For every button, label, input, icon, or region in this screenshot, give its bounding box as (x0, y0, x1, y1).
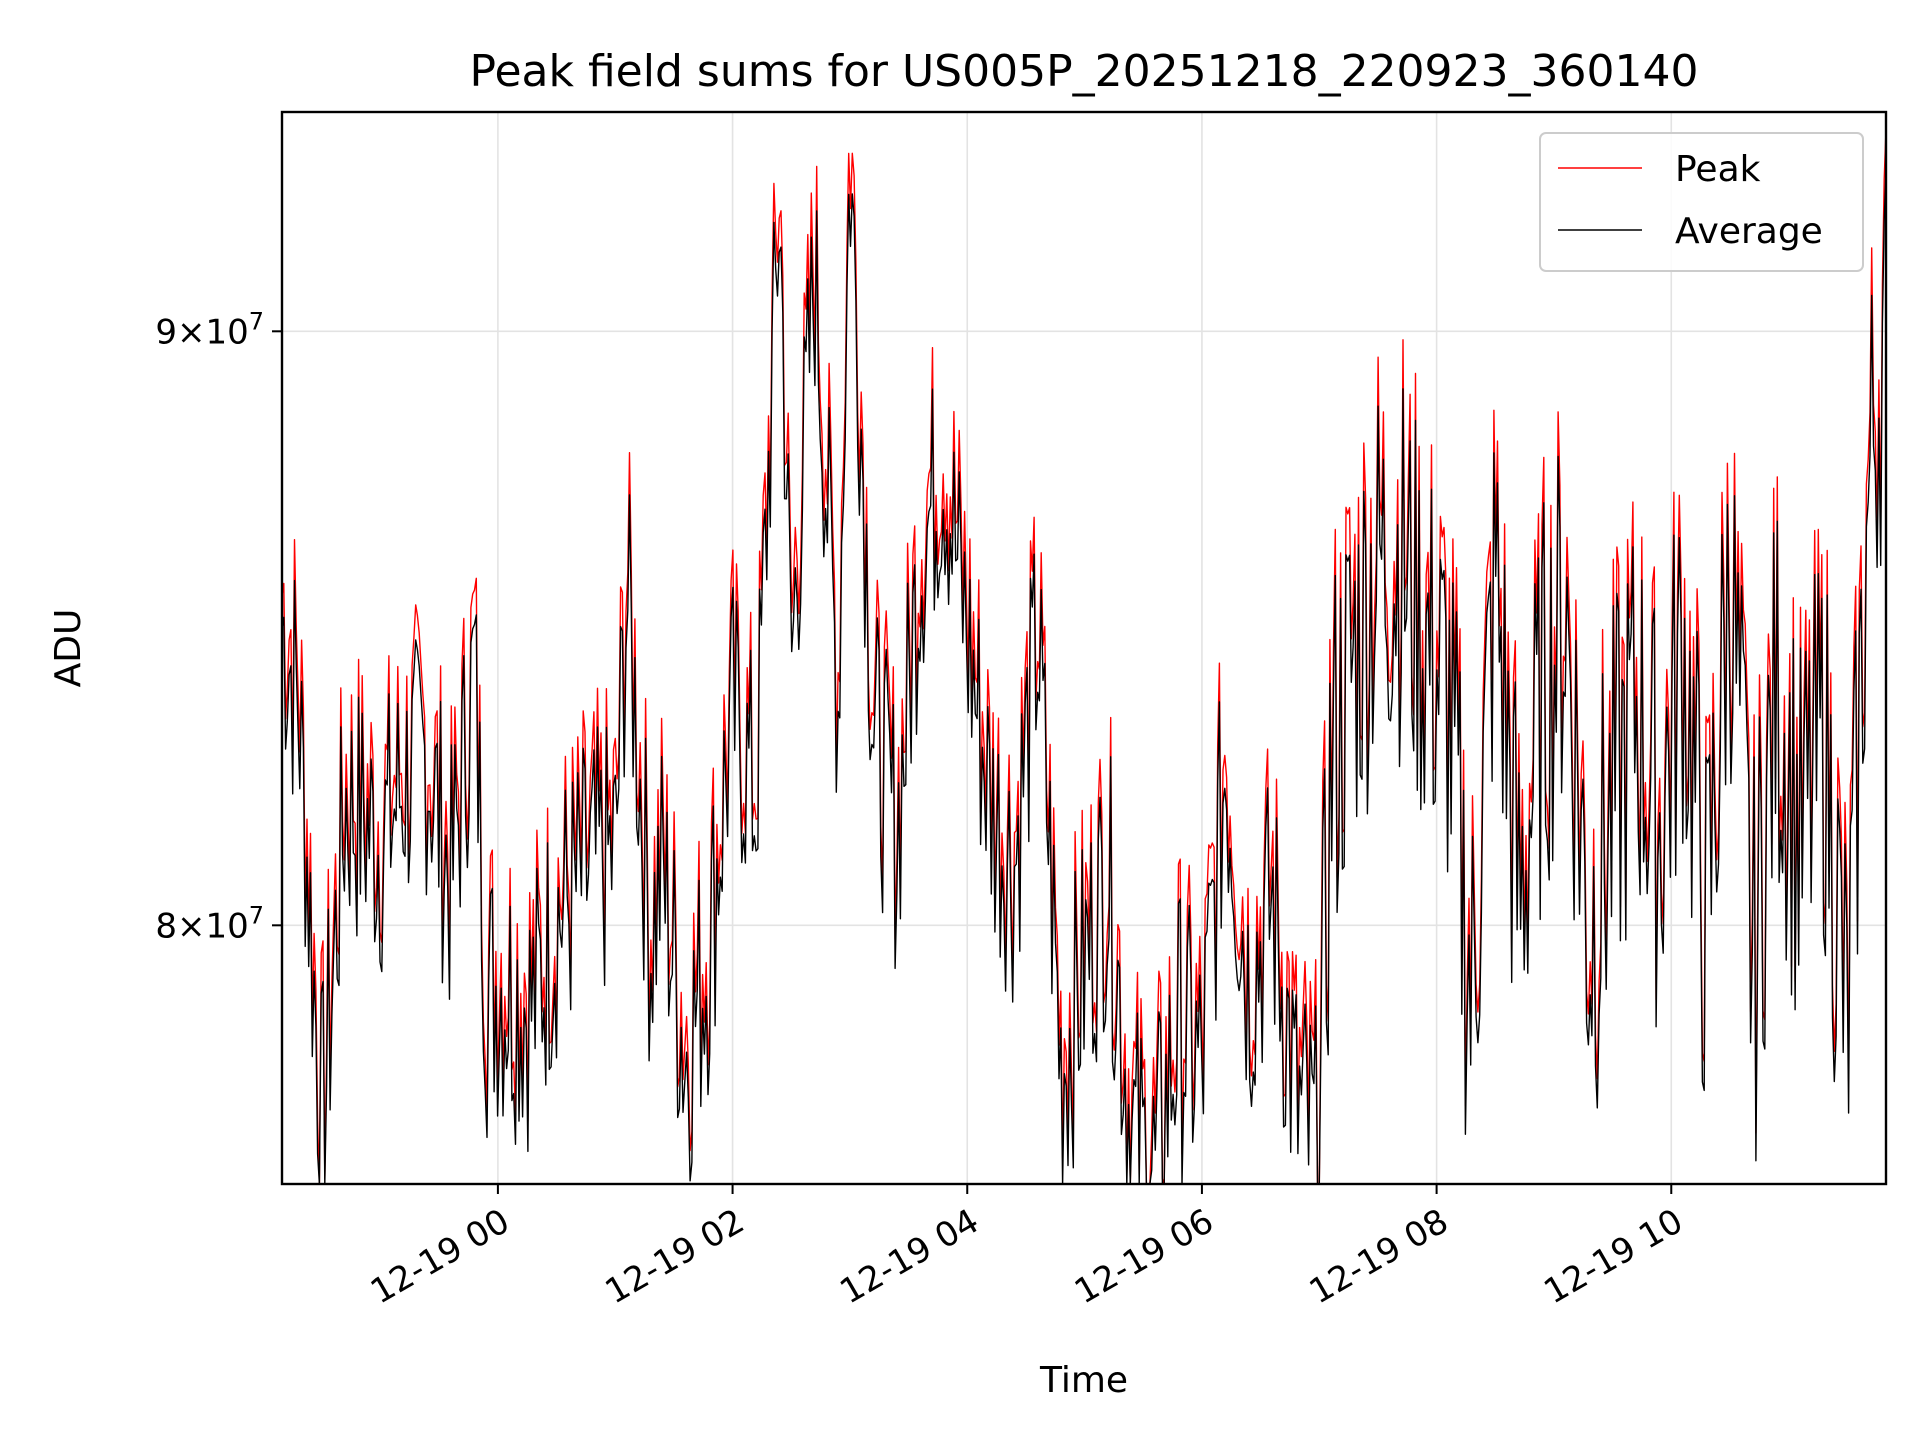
series-layer (281, 129, 1887, 1185)
legend: Peak Average (1539, 132, 1864, 272)
series-line-average (281, 170, 1887, 1185)
legend-label-average: Average (1675, 211, 1823, 252)
x-axis-label: Time (1039, 1360, 1128, 1401)
y-tick-label: 8×107 (155, 901, 264, 946)
chart-title: Peak field sums for US005P_20251218_2209… (470, 46, 1699, 97)
y-axis-label: ADU (48, 609, 89, 688)
y-tick-label: 9×107 (155, 307, 264, 352)
plot-frame (280, 110, 1888, 1186)
legend-label-peak: Peak (1675, 149, 1761, 190)
